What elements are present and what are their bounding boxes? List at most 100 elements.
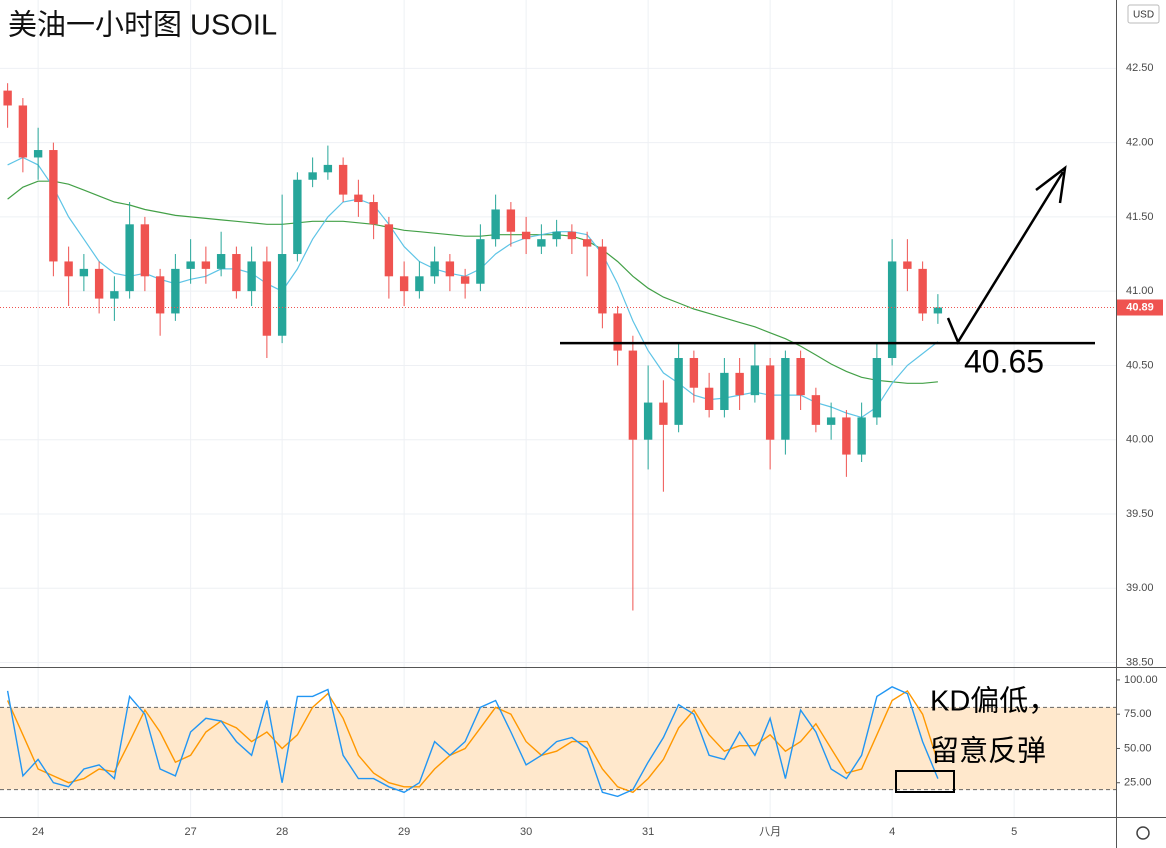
candle-body: [186, 261, 195, 269]
y-tick-label: 100.00: [1124, 674, 1158, 686]
candle-body: [689, 358, 699, 388]
settings-icon[interactable]: [1136, 826, 1150, 840]
candle-body: [33, 150, 43, 158]
candle-body: [704, 387, 714, 411]
currency: USD: [1133, 10, 1154, 21]
x-tick-label: 5: [1011, 826, 1017, 838]
candle-body: [811, 395, 821, 425]
arrow-head: [1035, 165, 1067, 204]
candle-body: [140, 224, 150, 277]
candle-body: [903, 261, 912, 269]
candle-body: [506, 209, 516, 232]
grid: [0, 0, 1116, 817]
level-label: 40.65: [964, 343, 1044, 379]
candle-body: [628, 350, 638, 440]
candle-body: [476, 239, 485, 284]
y-tick-label: 40.50: [1126, 359, 1154, 371]
candle-body: [460, 276, 470, 284]
candle-body: [308, 172, 317, 180]
candle-body: [781, 358, 790, 440]
band-fill: [0, 707, 1116, 790]
candle-body: [3, 90, 12, 106]
stoch-d-line: [6, 689, 939, 794]
candle-body: [643, 402, 653, 440]
candle-body: [277, 254, 287, 336]
x-tick-label: 八月: [759, 826, 781, 838]
last-price-tag: [1117, 299, 1163, 316]
stoch-k-line: [6, 686, 939, 798]
y-tick-label: 41.00: [1126, 285, 1154, 297]
chart-title: 美油一小时图 USOIL: [8, 9, 277, 42]
highlight-box: [895, 770, 955, 793]
candle-body: [323, 164, 333, 173]
candle-body: [765, 365, 775, 440]
candle-body: [521, 231, 531, 240]
candle-body: [582, 239, 592, 247]
candle-body: [750, 365, 760, 396]
candle-body: [201, 261, 211, 269]
candle-body: [826, 417, 836, 425]
note: KD偏低，: [930, 685, 1057, 718]
candle-body: [613, 313, 622, 351]
candle-body: [110, 291, 119, 299]
candle-body: [18, 105, 28, 158]
y-tick-label: 41.50: [1126, 211, 1154, 223]
candle-body: [872, 358, 882, 418]
x-tick-label: 30: [520, 826, 532, 838]
candle-body: [659, 402, 668, 425]
candle-body: [384, 224, 394, 277]
candle-body: [64, 261, 73, 277]
currency-box: [1127, 4, 1160, 24]
candle-body: [552, 231, 561, 240]
y-tick-label: 25.00: [1124, 777, 1152, 789]
candle-body: [94, 268, 104, 299]
candle-body: [567, 231, 577, 240]
candle-body: [338, 164, 348, 195]
candle-body: [125, 224, 134, 292]
candle-body: [232, 254, 241, 292]
y-tick-label: 42.50: [1126, 62, 1154, 74]
y-tick-label: 50.00: [1124, 742, 1152, 754]
candle-body: [293, 179, 302, 255]
candle-body: [720, 372, 729, 411]
candle-body: [933, 307, 943, 314]
y-tick-label: 75.00: [1124, 708, 1152, 720]
candle-body: [171, 268, 180, 314]
candle-body: [155, 276, 165, 314]
candle-body: [598, 246, 607, 314]
candle-body: [857, 417, 866, 455]
x-tick-label: 29: [398, 826, 410, 838]
price-pane: [0, 83, 1116, 611]
candle-body: [216, 254, 226, 269]
x-tick-label: 4: [889, 826, 895, 838]
candle-body: [369, 202, 378, 225]
candle-body: [918, 268, 927, 314]
moving-average: [7, 180, 938, 384]
y-tick-label: 39.50: [1126, 508, 1154, 520]
candle-body: [491, 209, 500, 240]
candle-body: [262, 261, 272, 336]
candle-body: [887, 261, 897, 359]
x-tick-label: 27: [185, 826, 197, 838]
x-tick-label: 28: [276, 826, 288, 838]
candle-body: [415, 276, 424, 292]
candle-body: [430, 261, 439, 277]
axes: 38.50 39.00 39.50 40.00 40.50 41.00 41.50 42.00…: [32, 62, 1163, 838]
y-tick-label: 38.50: [1126, 656, 1154, 668]
y-tick-label: 39.00: [1126, 582, 1154, 594]
arrow: [946, 171, 1065, 345]
candle-body: [49, 150, 58, 262]
candle-body: [354, 194, 363, 203]
note: 留意反弹: [930, 735, 1046, 768]
candle-body: [79, 268, 89, 277]
x-tick-label: 24: [32, 826, 44, 838]
candle-body: [674, 358, 683, 425]
stochastic-pane: [0, 686, 1116, 798]
candle-body: [445, 261, 455, 277]
candle-body: [537, 239, 546, 247]
y-tick-label: 40.00: [1126, 434, 1154, 446]
last-price-label: 40.89: [1126, 301, 1154, 313]
